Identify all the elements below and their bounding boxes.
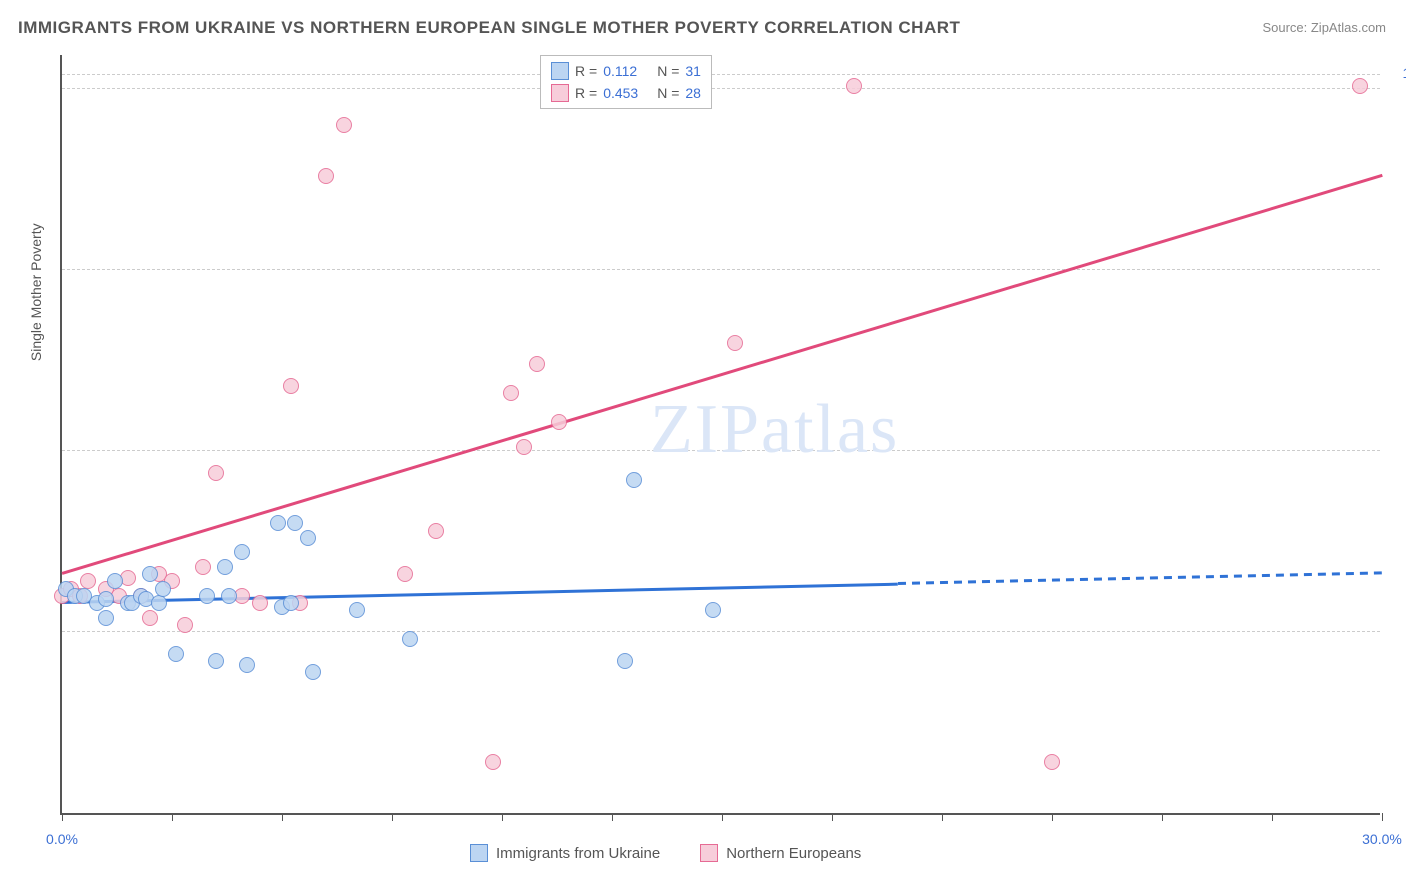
- r-value: 0.453: [603, 82, 651, 104]
- x-tick: [722, 813, 723, 821]
- data-point: [177, 617, 193, 633]
- n-label: N =: [657, 82, 679, 104]
- data-point: [283, 378, 299, 394]
- data-point: [98, 610, 114, 626]
- data-point: [107, 573, 123, 589]
- x-tick: [392, 813, 393, 821]
- data-point: [846, 78, 862, 94]
- chart-title: IMMIGRANTS FROM UKRAINE VS NORTHERN EURO…: [18, 18, 960, 38]
- data-point: [142, 566, 158, 582]
- data-point: [626, 472, 642, 488]
- gridline: [62, 74, 1380, 75]
- data-point: [727, 335, 743, 351]
- legend-swatch: [700, 844, 718, 862]
- trend-line: [62, 582, 898, 603]
- trend-line: [62, 174, 1383, 574]
- data-point: [503, 385, 519, 401]
- legend-swatch: [551, 84, 569, 102]
- data-point: [300, 530, 316, 546]
- r-label: R =: [575, 82, 597, 104]
- data-point: [529, 356, 545, 372]
- x-tick: [1382, 813, 1383, 821]
- data-point: [705, 602, 721, 618]
- x-tick-label: 30.0%: [1362, 831, 1402, 847]
- scatter-plot: 25.0%50.0%75.0%100.0%0.0%30.0%: [60, 55, 1380, 815]
- data-point: [336, 117, 352, 133]
- n-value: 31: [685, 60, 701, 82]
- data-point: [142, 610, 158, 626]
- legend-swatch: [470, 844, 488, 862]
- data-point: [270, 515, 286, 531]
- data-point: [221, 588, 237, 604]
- data-point: [402, 631, 418, 647]
- r-label: R =: [575, 60, 597, 82]
- data-point: [234, 544, 250, 560]
- data-point: [195, 559, 211, 575]
- data-point: [1352, 78, 1368, 94]
- x-tick: [1052, 813, 1053, 821]
- legend-item: Immigrants from Ukraine: [470, 844, 660, 862]
- x-tick: [1272, 813, 1273, 821]
- legend-label: Immigrants from Ukraine: [496, 845, 660, 862]
- legend-item: Northern Europeans: [700, 844, 861, 862]
- data-point: [239, 657, 255, 673]
- data-point: [318, 168, 334, 184]
- data-point: [208, 653, 224, 669]
- legend-row: R = 0.112 N = 31: [551, 60, 701, 82]
- data-point: [98, 591, 114, 607]
- data-point: [397, 566, 413, 582]
- data-point: [283, 595, 299, 611]
- data-point: [516, 439, 532, 455]
- x-tick: [1162, 813, 1163, 821]
- source-label: Source: ZipAtlas.com: [1262, 20, 1386, 35]
- n-value: 28: [685, 82, 701, 104]
- series-legend: Immigrants from Ukraine Northern European…: [470, 844, 861, 862]
- x-tick-label: 0.0%: [46, 831, 78, 847]
- x-tick: [612, 813, 613, 821]
- data-point: [617, 653, 633, 669]
- correlation-legend: R = 0.112 N = 31 R = 0.453 N = 28: [540, 55, 712, 109]
- trend-line: [898, 572, 1382, 585]
- data-point: [252, 595, 268, 611]
- data-point: [551, 414, 567, 430]
- data-point: [287, 515, 303, 531]
- data-point: [199, 588, 215, 604]
- gridline: [62, 450, 1380, 451]
- legend-row: R = 0.453 N = 28: [551, 82, 701, 104]
- gridline: [62, 631, 1380, 632]
- legend-label: Northern Europeans: [726, 845, 861, 862]
- data-point: [485, 754, 501, 770]
- legend-swatch: [551, 62, 569, 80]
- gridline: [62, 269, 1380, 270]
- x-tick: [942, 813, 943, 821]
- data-point: [151, 595, 167, 611]
- y-tick-label: 100.0%: [1403, 65, 1406, 81]
- data-point: [305, 664, 321, 680]
- data-point: [217, 559, 233, 575]
- gridline: [62, 88, 1380, 89]
- data-point: [349, 602, 365, 618]
- x-tick: [282, 813, 283, 821]
- data-point: [168, 646, 184, 662]
- y-axis-label: Single Mother Poverty: [28, 223, 44, 361]
- x-tick: [172, 813, 173, 821]
- x-tick: [62, 813, 63, 821]
- x-tick: [502, 813, 503, 821]
- n-label: N =: [657, 60, 679, 82]
- data-point: [208, 465, 224, 481]
- data-point: [1044, 754, 1060, 770]
- r-value: 0.112: [603, 60, 651, 82]
- x-tick: [832, 813, 833, 821]
- data-point: [155, 581, 171, 597]
- data-point: [428, 523, 444, 539]
